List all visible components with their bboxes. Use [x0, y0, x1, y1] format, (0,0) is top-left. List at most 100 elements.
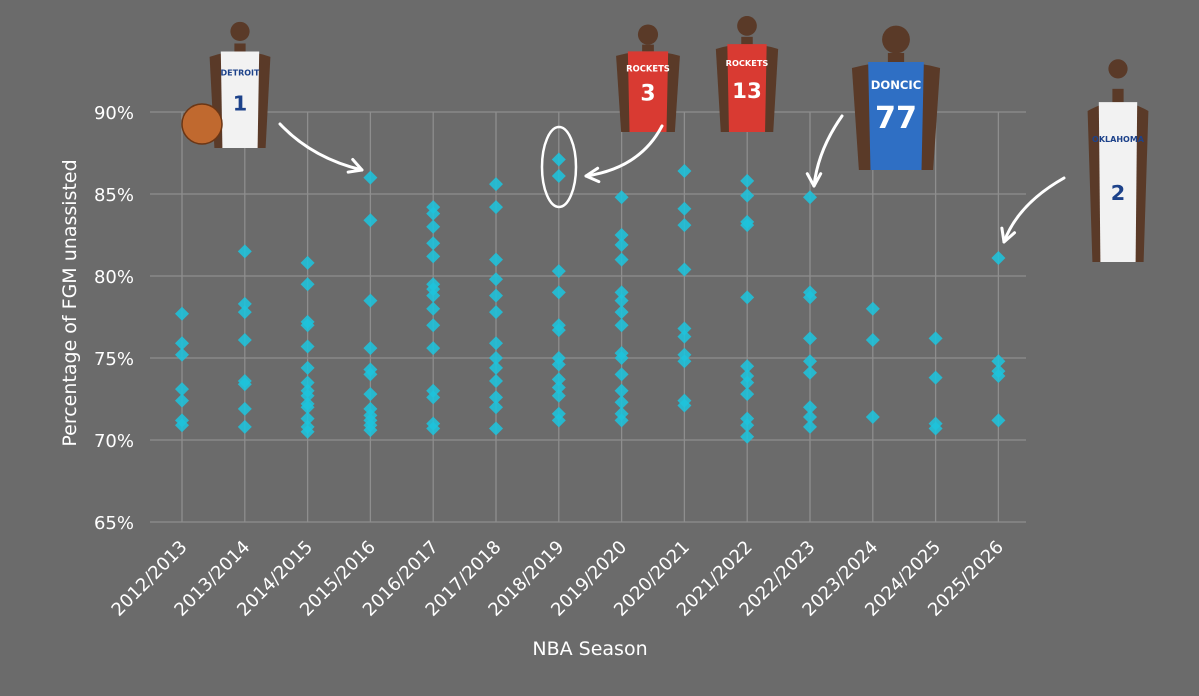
arrow-line — [1002, 176, 1066, 244]
data-point — [803, 354, 817, 369]
data-point — [489, 360, 503, 375]
jersey — [220, 51, 260, 148]
data-point — [489, 400, 503, 415]
data-point — [551, 388, 566, 403]
data-point — [614, 395, 629, 410]
basketball-icon — [181, 103, 223, 145]
jersey — [868, 62, 924, 170]
data-point — [614, 367, 629, 382]
data-point — [489, 177, 503, 192]
data-point — [614, 228, 629, 242]
data-point — [740, 359, 755, 374]
data-point — [614, 351, 629, 365]
data-points — [175, 152, 1006, 444]
data-point — [803, 410, 817, 425]
data-point — [426, 206, 441, 221]
player-neck — [741, 36, 753, 45]
data-point — [237, 377, 252, 392]
data-point — [363, 387, 378, 402]
data-point — [740, 375, 755, 390]
player-image-13: ROCKETS 13 — [715, 16, 779, 132]
jersey-team-text: DONCIC — [871, 78, 922, 92]
data-point — [237, 401, 252, 416]
arrow-head — [805, 172, 823, 188]
player-image-77: DONCIC 77 — [851, 25, 941, 170]
data-point — [489, 373, 503, 388]
y-tick-label: 80% — [94, 267, 134, 288]
player-neck — [1112, 88, 1124, 103]
data-point — [551, 285, 566, 300]
y-tick-label: 65% — [94, 513, 134, 534]
data-point — [426, 236, 441, 251]
data-point — [237, 244, 252, 259]
data-point — [991, 354, 1006, 369]
data-point — [677, 164, 692, 179]
data-point — [803, 419, 817, 434]
jersey — [1098, 102, 1138, 262]
data-point — [865, 332, 880, 347]
data-point — [677, 329, 692, 344]
player-image-3: ROCKETS 3 — [616, 24, 680, 132]
data-point — [426, 219, 441, 234]
data-point — [363, 170, 378, 185]
data-point — [426, 301, 441, 316]
player-image-2: OKLAHOMA 2 — [1087, 59, 1149, 262]
data-point — [614, 237, 629, 252]
data-point — [300, 400, 315, 415]
x-axis-ticks: 2012/20132013/20142014/20152015/20162016… — [108, 537, 1008, 621]
data-point — [363, 213, 378, 228]
jersey-number: 3 — [640, 82, 655, 107]
data-point — [489, 336, 503, 351]
data-point — [803, 190, 817, 205]
y-tick-label: 75% — [94, 349, 134, 370]
arrow-to-2015-2016 — [278, 122, 364, 174]
data-point — [300, 339, 315, 354]
data-point — [614, 318, 629, 333]
x-axis-label: NBA Season — [532, 638, 647, 660]
jersey — [627, 51, 669, 132]
jersey-team-text: ROCKETS — [626, 64, 670, 74]
jersey-team-text: DETROIT — [221, 69, 261, 78]
data-point — [300, 360, 315, 375]
data-point — [489, 288, 503, 303]
data-point — [865, 301, 880, 316]
player-neck — [887, 53, 905, 62]
jersey-number: 77 — [875, 101, 917, 136]
jersey-team-text: ROCKETS — [726, 58, 769, 68]
data-point — [363, 293, 378, 308]
data-point — [426, 390, 441, 405]
player-annotations: DETROIT 1 ROCKETS 3 ROCKETS 13 DONCIC 77 OKLAHOM… — [181, 16, 1149, 262]
data-point — [489, 272, 503, 287]
data-point — [551, 357, 566, 372]
data-point — [614, 305, 629, 320]
arrow-to-2025-2026 — [1000, 176, 1066, 244]
arrow-line — [812, 114, 844, 188]
data-point — [551, 152, 566, 167]
arrow-to-2022-2023 — [805, 114, 844, 188]
jersey-number: 1 — [233, 91, 247, 115]
data-point — [551, 372, 566, 387]
data-point — [426, 249, 441, 264]
data-point — [300, 375, 315, 390]
arrow-head — [1000, 226, 1017, 244]
player-neck — [234, 43, 246, 52]
data-point — [677, 398, 692, 413]
data-point — [175, 418, 189, 433]
y-tick-label: 85% — [94, 185, 134, 206]
data-point — [489, 305, 503, 320]
data-point — [803, 365, 817, 380]
data-point — [300, 388, 315, 403]
data-point — [237, 305, 252, 320]
highlight-circle — [540, 125, 578, 209]
player-neck — [642, 44, 654, 52]
data-point — [740, 429, 755, 444]
data-point — [237, 419, 252, 434]
data-point — [175, 382, 189, 397]
data-point — [489, 421, 503, 436]
data-point — [677, 201, 692, 216]
y-tick-label: 70% — [94, 431, 134, 452]
jersey-number: 13 — [732, 79, 762, 104]
jersey-team-text: OKLAHOMA — [1092, 135, 1145, 144]
data-point — [175, 336, 189, 351]
